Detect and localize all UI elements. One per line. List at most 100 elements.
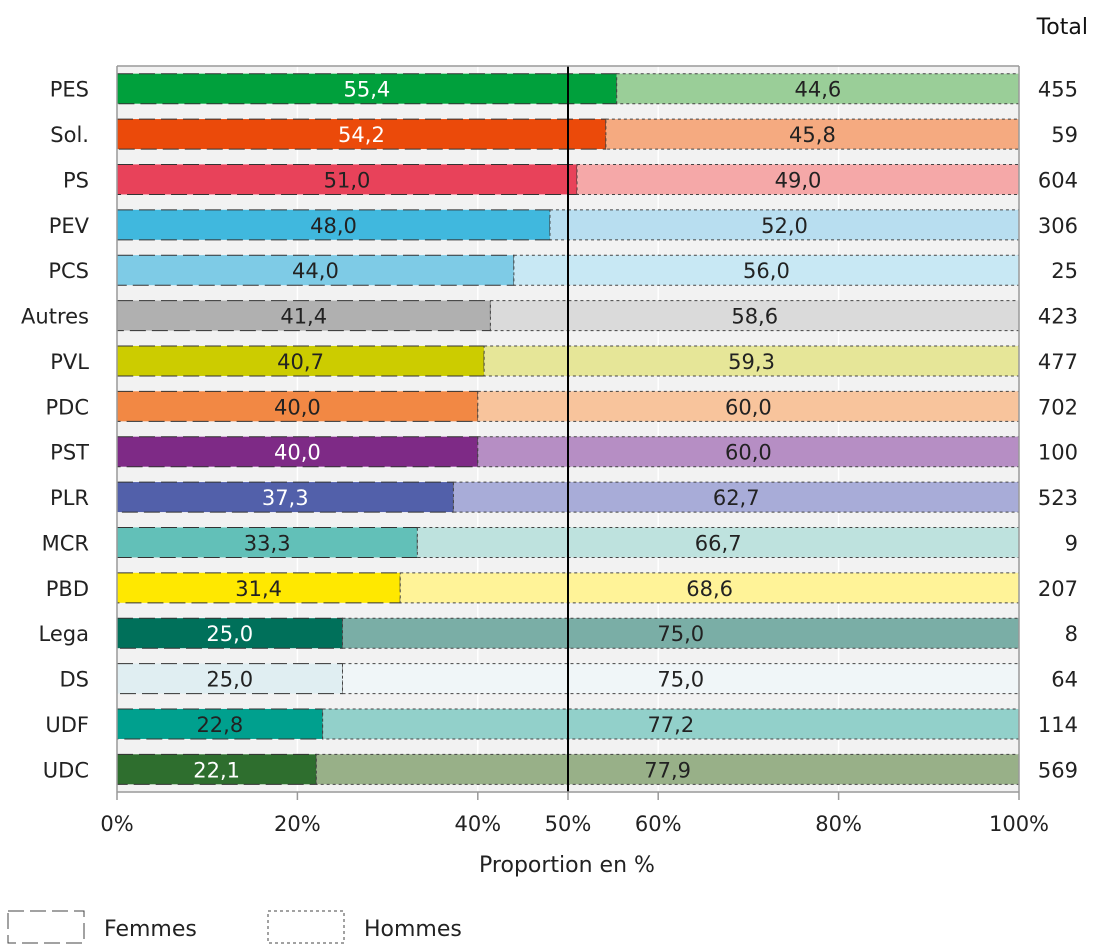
bar-label-hommes-0: 44,6: [794, 78, 841, 102]
bar-hommes-14: [322, 708, 1020, 740]
bar-label-hommes-2: 49,0: [775, 168, 822, 192]
axes: 0% 20% 40% 50% 60% 80% 100%: [100, 65, 1049, 836]
bar-femmes-5: [116, 300, 491, 332]
legend-label-1: Hommes: [364, 917, 462, 942]
bar-label-hommes-4: 56,0: [743, 259, 790, 283]
x-tick-label-50: 50%: [545, 812, 592, 836]
x-tick-label-100: 100%: [989, 812, 1049, 836]
category-label-13: DS: [59, 668, 89, 692]
bar-label-femmes-13: 25,0: [206, 668, 253, 692]
bar-label-hommes-12: 75,0: [657, 622, 704, 646]
total-value-15: 569: [1038, 758, 1078, 782]
bar-femmes-3: [116, 209, 551, 241]
bar-hommes-15: [315, 753, 1020, 785]
total-value-10: 9: [1065, 531, 1078, 555]
bar-label-femmes-15: 22,1: [193, 758, 240, 782]
x-tick-label-0: 0%: [100, 812, 133, 836]
bar-hommes-5: [489, 300, 1020, 332]
bar-label-hommes-9: 62,7: [713, 486, 760, 510]
bar-label-hommes-1: 45,8: [789, 123, 836, 147]
category-label-6: PVL: [50, 350, 89, 374]
category-label-7: PDC: [46, 395, 90, 419]
total-value-1: 59: [1051, 123, 1078, 147]
bar-label-hommes-6: 59,3: [728, 350, 775, 374]
total-value-8: 100: [1038, 441, 1078, 465]
bar-femmes-10: [116, 526, 418, 558]
total-value-7: 702: [1038, 395, 1078, 419]
x-tick-label-80: 80%: [815, 812, 862, 836]
bar-hommes-13: [342, 663, 1020, 695]
total-value-3: 306: [1038, 214, 1078, 238]
bar-hommes-6: [483, 345, 1020, 377]
category-label-0: PES: [50, 78, 89, 102]
bar-femmes-9: [116, 481, 454, 513]
bar-hommes-9: [452, 481, 1020, 513]
total-value-5: 423: [1038, 305, 1078, 329]
x-tick-label-20: 20%: [274, 812, 321, 836]
bar-label-hommes-3: 52,0: [761, 214, 808, 238]
category-label-9: PLR: [50, 486, 89, 510]
category-label-1: Sol.: [50, 123, 89, 147]
total-value-2: 604: [1038, 168, 1078, 192]
category-label-10: MCR: [42, 531, 89, 555]
bar-femmes-15: [116, 753, 317, 785]
total-value-4: 25: [1051, 259, 1078, 283]
legend-swatch-0: [7, 910, 85, 944]
legend: Femmes Hommes: [7, 910, 462, 944]
category-label-2: PS: [63, 168, 89, 192]
x-tick-label-40: 40%: [454, 812, 501, 836]
total-value-13: 64: [1051, 668, 1078, 692]
total-value-6: 477: [1038, 350, 1078, 374]
bar-label-femmes-3: 48,0: [310, 214, 357, 238]
bar-hommes-4: [513, 254, 1020, 286]
bar-label-femmes-6: 40,7: [277, 350, 324, 374]
category-label-15: UDC: [43, 758, 89, 782]
bar-label-hommes-5: 58,6: [731, 305, 778, 329]
bar-hommes-0: [616, 73, 1020, 105]
bar-label-femmes-0: 55,4: [343, 78, 390, 102]
bar-hommes-10: [416, 526, 1020, 558]
bar-label-femmes-9: 37,3: [262, 486, 309, 510]
labels: 55,4 44,6 PES 455 54,2 45,8 Sol. 59 51,0 49,0 PS 60…: [21, 78, 1078, 783]
category-label-14: UDF: [45, 713, 89, 737]
bar-label-hommes-15: 77,9: [644, 758, 691, 782]
category-label-8: PST: [50, 441, 89, 465]
bar-label-femmes-5: 41,4: [280, 305, 327, 329]
legend-label-0: Femmes: [104, 917, 197, 942]
bar-label-hommes-14: 77,2: [647, 713, 694, 737]
bar-label-femmes-4: 44,0: [292, 259, 339, 283]
bar-label-hommes-7: 60,0: [725, 395, 772, 419]
total-value-11: 207: [1038, 577, 1078, 601]
bar-label-femmes-12: 25,0: [206, 622, 253, 646]
total-value-0: 455: [1038, 78, 1078, 102]
category-label-4: PCS: [48, 259, 89, 283]
bar-label-hommes-13: 75,0: [657, 668, 704, 692]
category-label-12: Lega: [39, 622, 89, 646]
bar-label-femmes-11: 31,4: [235, 577, 282, 601]
bar-femmes-14: [116, 708, 324, 740]
bar-label-femmes-8: 40,0: [274, 441, 321, 465]
bar-label-femmes-10: 33,3: [244, 531, 291, 555]
bar-femmes-2: [116, 163, 578, 195]
total-value-12: 8: [1065, 622, 1078, 646]
bar-label-femmes-14: 22,8: [196, 713, 243, 737]
bar-hommes-11: [399, 572, 1020, 604]
bar-label-femmes-2: 51,0: [324, 168, 371, 192]
x-axis-title: Proportion en %: [479, 853, 655, 878]
bar-hommes-3: [549, 209, 1020, 241]
bar-label-femmes-1: 54,2: [338, 123, 385, 147]
category-label-11: PBD: [46, 577, 89, 601]
bar-label-femmes-7: 40,0: [274, 395, 321, 419]
bars: [116, 73, 1020, 785]
bar-label-hommes-10: 66,7: [695, 531, 742, 555]
category-label-5: Autres: [21, 305, 89, 329]
bar-femmes-8: [116, 436, 479, 468]
totals-header: Total: [1036, 15, 1088, 40]
total-value-14: 114: [1038, 713, 1078, 737]
total-value-9: 523: [1038, 486, 1078, 510]
legend-swatch-1: [267, 910, 345, 944]
bar-label-hommes-11: 68,6: [686, 577, 733, 601]
x-tick-label-60: 60%: [635, 812, 682, 836]
bar-label-hommes-8: 60,0: [725, 441, 772, 465]
